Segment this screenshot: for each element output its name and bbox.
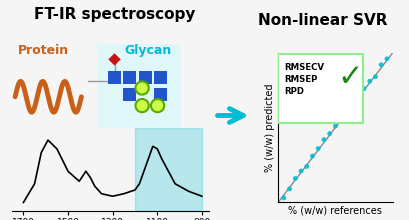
Point: [361, 87, 367, 90]
Point: [332, 124, 339, 128]
Point: [349, 99, 356, 103]
Point: [384, 57, 390, 61]
Text: Non-linear SVR: Non-linear SVR: [258, 13, 388, 28]
Text: FT-IR spectroscopy: FT-IR spectroscopy: [34, 7, 195, 22]
Circle shape: [151, 99, 164, 112]
Bar: [135, 128, 202, 211]
Point: [315, 147, 321, 150]
Point: [298, 169, 304, 173]
Text: RMSECV
RMSEP
RPD: RMSECV RMSEP RPD: [284, 63, 324, 96]
Polygon shape: [108, 53, 121, 66]
Point: [344, 111, 350, 114]
Point: [355, 93, 362, 96]
Point: [321, 138, 327, 141]
Point: [366, 79, 373, 83]
Point: [303, 165, 310, 168]
Point: [326, 132, 333, 135]
FancyBboxPatch shape: [124, 88, 136, 101]
FancyBboxPatch shape: [97, 44, 181, 154]
Point: [292, 177, 299, 180]
X-axis label: % (w/w) references: % (w/w) references: [288, 205, 382, 215]
FancyBboxPatch shape: [278, 54, 363, 123]
Text: Glycan: Glycan: [124, 44, 171, 57]
Point: [286, 187, 293, 191]
FancyBboxPatch shape: [139, 71, 152, 84]
Text: Protein: Protein: [18, 44, 70, 57]
Point: [378, 63, 384, 66]
Text: ✓: ✓: [338, 63, 363, 92]
Point: [338, 120, 344, 123]
FancyBboxPatch shape: [154, 71, 167, 84]
Point: [281, 196, 287, 200]
FancyBboxPatch shape: [154, 88, 167, 101]
Point: [309, 154, 316, 158]
Y-axis label: % (w/w) predicted: % (w/w) predicted: [265, 83, 275, 172]
FancyBboxPatch shape: [124, 71, 136, 84]
FancyBboxPatch shape: [108, 71, 121, 84]
Circle shape: [135, 99, 149, 112]
Circle shape: [135, 81, 149, 95]
Point: [372, 75, 379, 79]
